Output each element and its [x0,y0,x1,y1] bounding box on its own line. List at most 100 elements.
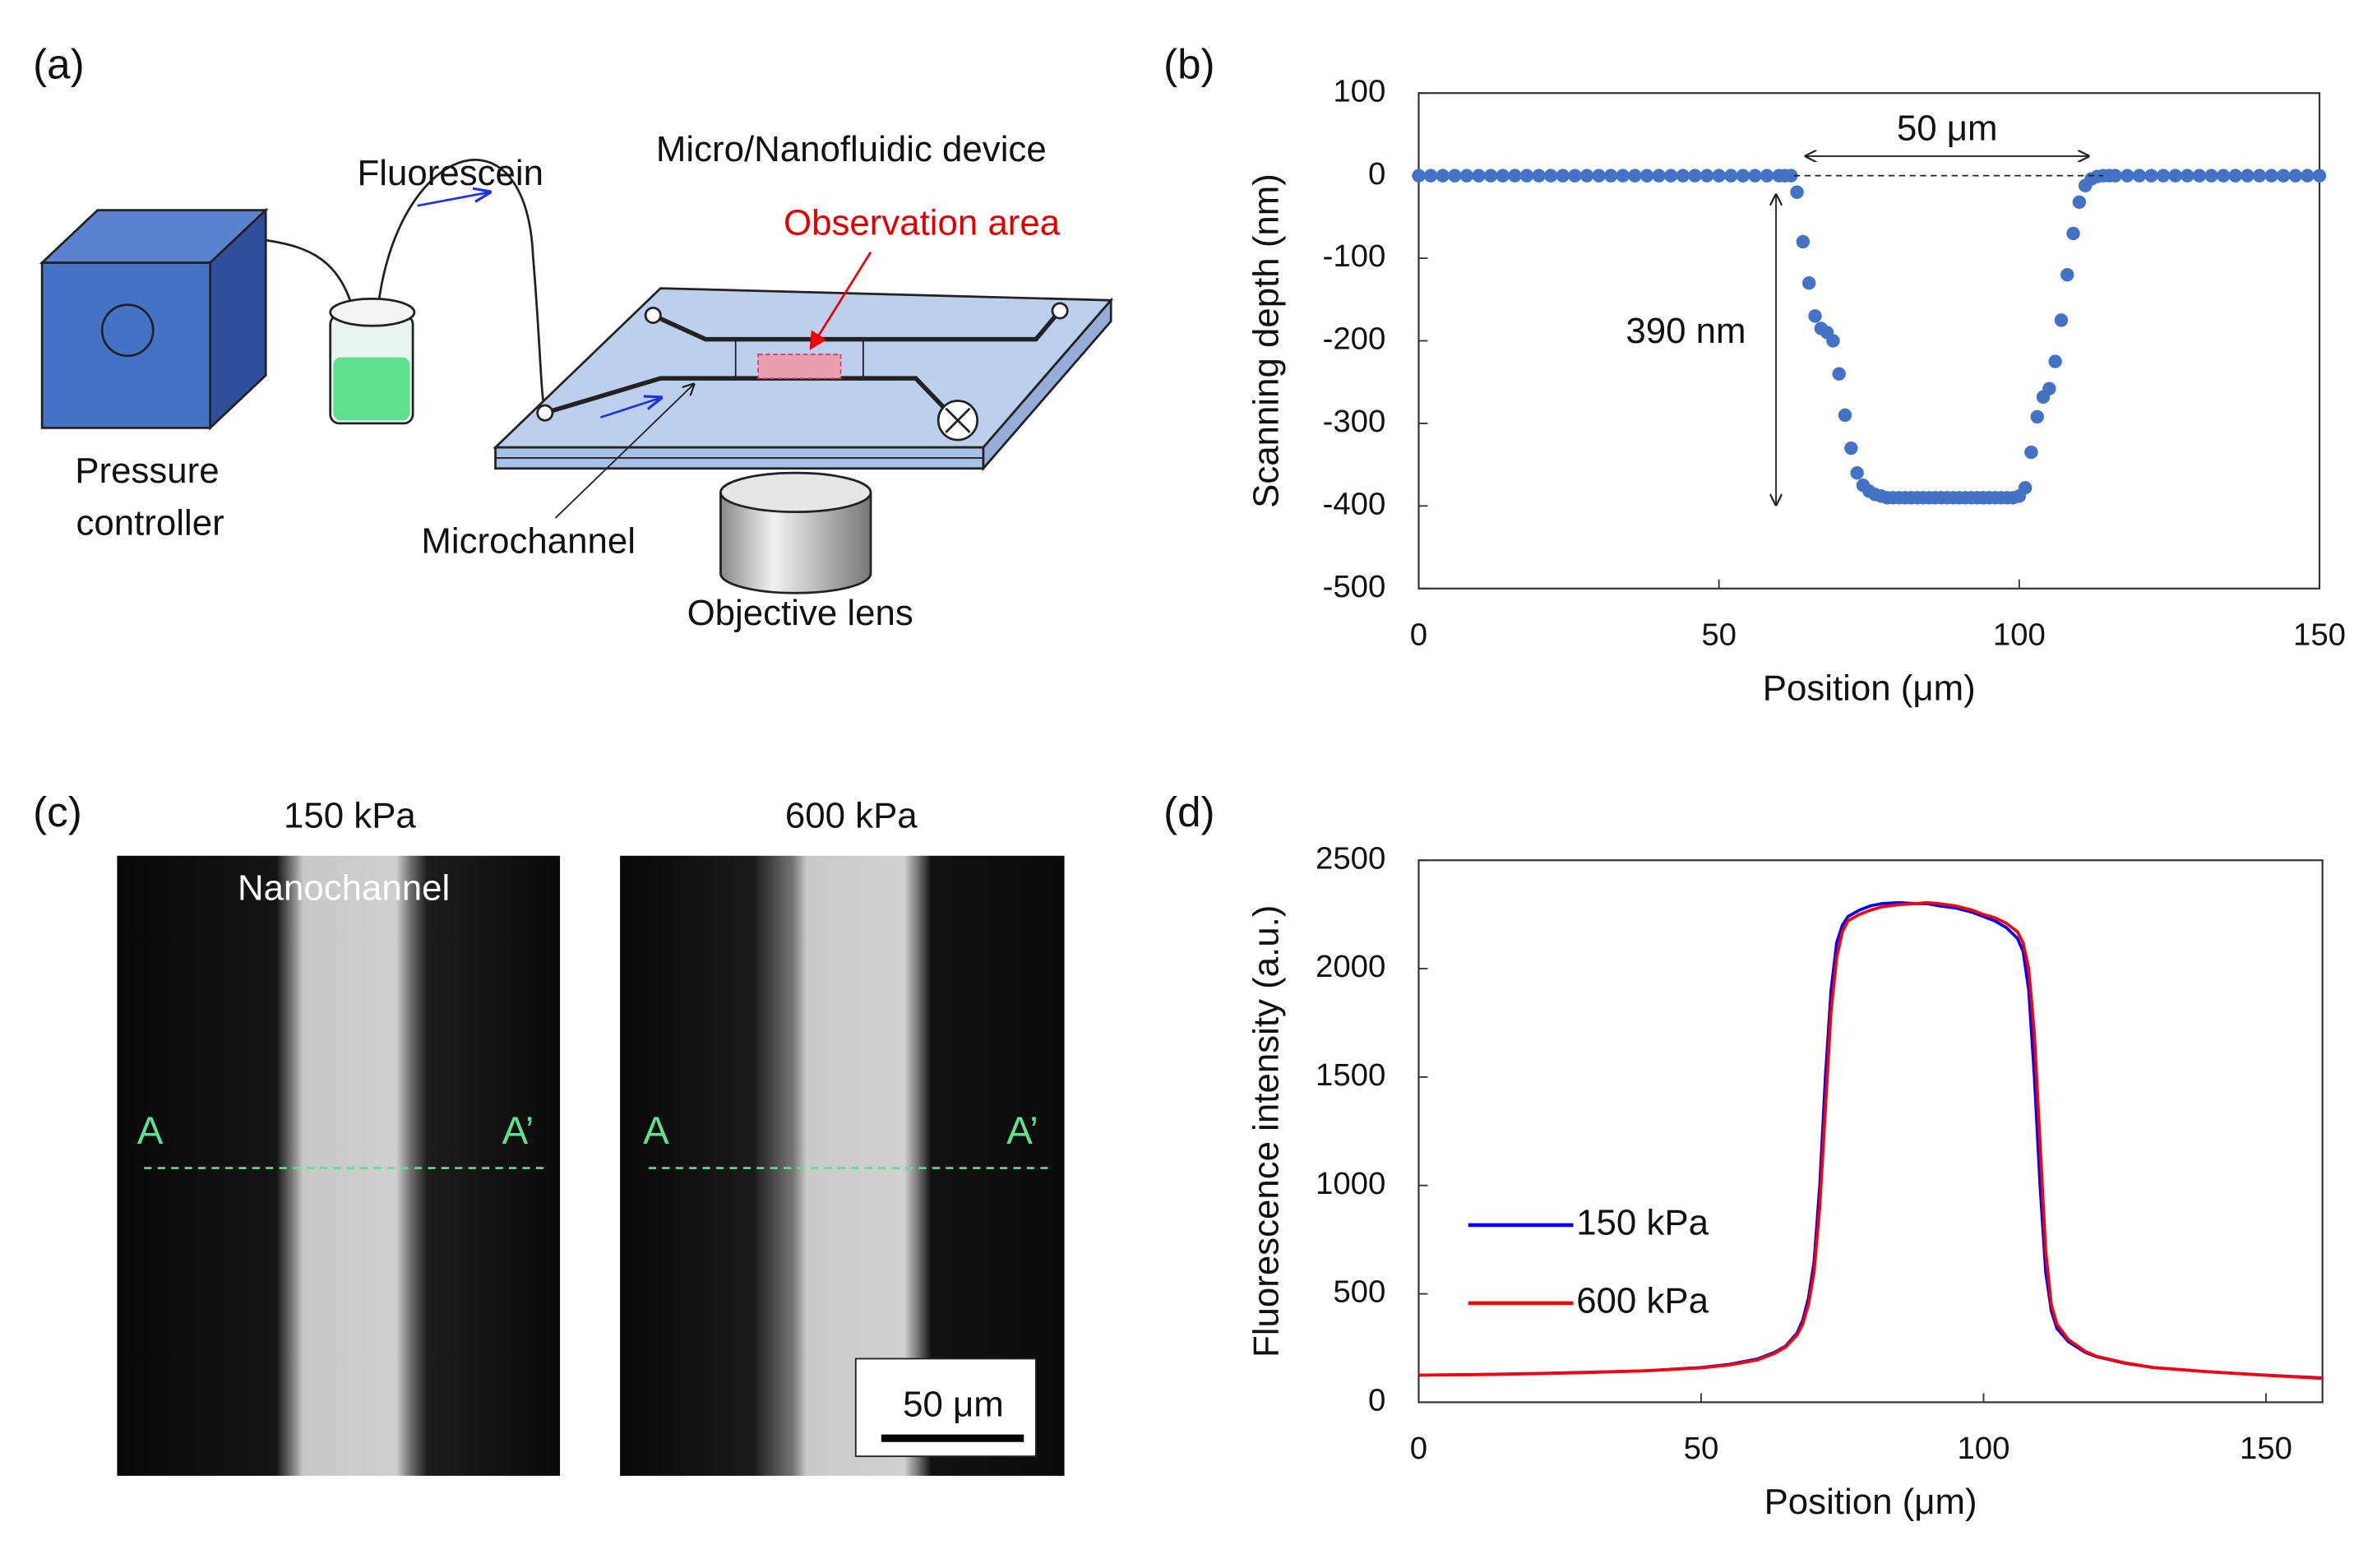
y-tick-label: -200 [1323,321,1386,357]
label: Observation area [784,202,1061,243]
x-tick-label: 0 [1410,1431,1427,1466]
x-tick-label: 150 [2293,617,2346,652]
legend-label: 150 kPa [1576,1203,1709,1243]
pointer-arrow [554,384,694,519]
data-point [1508,169,1522,183]
x-tick-label: 0 [1410,617,1427,652]
data-point [1826,334,1840,348]
tube [374,159,547,414]
micrograph [117,855,561,1476]
label: Fluorescein [358,153,543,193]
annotation: 50 μm [1897,108,1998,148]
data-point [1850,465,1864,480]
label: Objective lens [687,593,913,633]
data-point [2132,169,2147,183]
panel-label: (c) [33,789,82,835]
panel-label: (b) [1163,41,1214,88]
label: controller [76,503,224,543]
data-point [2042,382,2056,395]
y-tick-label: 100 [1333,73,1385,109]
y-tick-label: 0 [1368,1383,1385,1418]
y-tick-label: -400 [1323,486,1386,521]
data-point [1688,169,1702,183]
panel-label: (d) [1163,789,1214,835]
data-point [1423,169,1438,183]
data-point [1652,169,1666,183]
data-point [1519,169,1534,183]
data-point [1724,169,1738,183]
data-point [2054,313,2069,327]
x-tick-label: 50 [1684,1431,1719,1466]
data-point [2066,226,2080,241]
label: A [643,1109,669,1153]
data-point [1592,169,1606,183]
y-tick-label: -500 [1323,569,1386,604]
cube-knob [100,303,155,358]
data-point [2181,169,2194,183]
data-point [1543,169,1558,183]
data-point [1412,169,1426,183]
valve-cross [945,407,971,433]
data-point [2030,409,2044,424]
label: Pressure [75,451,219,491]
data-point [1459,169,1474,183]
image-title: 150 kPa [284,796,416,836]
data-point [1796,234,1811,249]
label: A’ [1006,1109,1038,1153]
flow-arrow [599,398,660,419]
plot-frame [1417,92,2321,590]
data-point [2168,169,2182,183]
data-point [2312,169,2327,183]
data-point [1676,169,1690,183]
y-tick-label: 1500 [1316,1057,1385,1093]
data-point [1639,169,1654,183]
data-point [1832,367,1846,381]
data-point [1568,169,1582,183]
data-point [2204,169,2218,183]
data-point [1736,169,1750,183]
flow-arrow [417,192,490,207]
lens [719,492,872,594]
observation-box [757,354,842,380]
device-side [982,297,1112,472]
data-point [2018,481,2033,495]
data-point [1483,169,1498,183]
data-point [2216,169,2231,183]
data-point [2264,169,2278,183]
data-point [1748,169,1762,183]
data-point [2288,169,2303,183]
y-tick-label: 2500 [1316,840,1385,876]
label: Micro/Nanofluidic device [656,129,1047,169]
data-point [1436,169,1450,183]
data-point [2024,445,2038,460]
annotation: 390 nm [1626,311,1746,351]
data-point [1628,169,1642,183]
data-point [1844,441,1858,456]
data-point [2156,169,2171,183]
vial-cap [329,298,416,327]
label: A’ [502,1109,534,1153]
series-line [1418,900,2323,1381]
data-point [1838,408,1852,423]
data-point [1712,169,1726,183]
plot-frame [1417,859,2324,1404]
data-point [2060,267,2074,282]
lens-top [719,471,872,514]
legend-label: 600 kPa [1576,1280,1709,1321]
y-axis-label: Fluorescence intensity (a.u.) [1246,905,1286,1358]
data-point [2252,169,2267,183]
cube-front [40,261,211,429]
data-point [2192,169,2207,183]
diagram [39,159,1114,594]
data-point [2276,169,2291,183]
data-point [1664,169,1678,183]
data-point [1616,169,1630,183]
x-tick-label: 150 [2240,1431,2292,1466]
x-tick-label: 50 [1701,617,1737,652]
data-point [1700,169,1714,183]
x-tick-label: 100 [1993,617,2046,652]
x-tick-label: 100 [1957,1431,2009,1466]
y-tick-label: 500 [1333,1274,1385,1310]
